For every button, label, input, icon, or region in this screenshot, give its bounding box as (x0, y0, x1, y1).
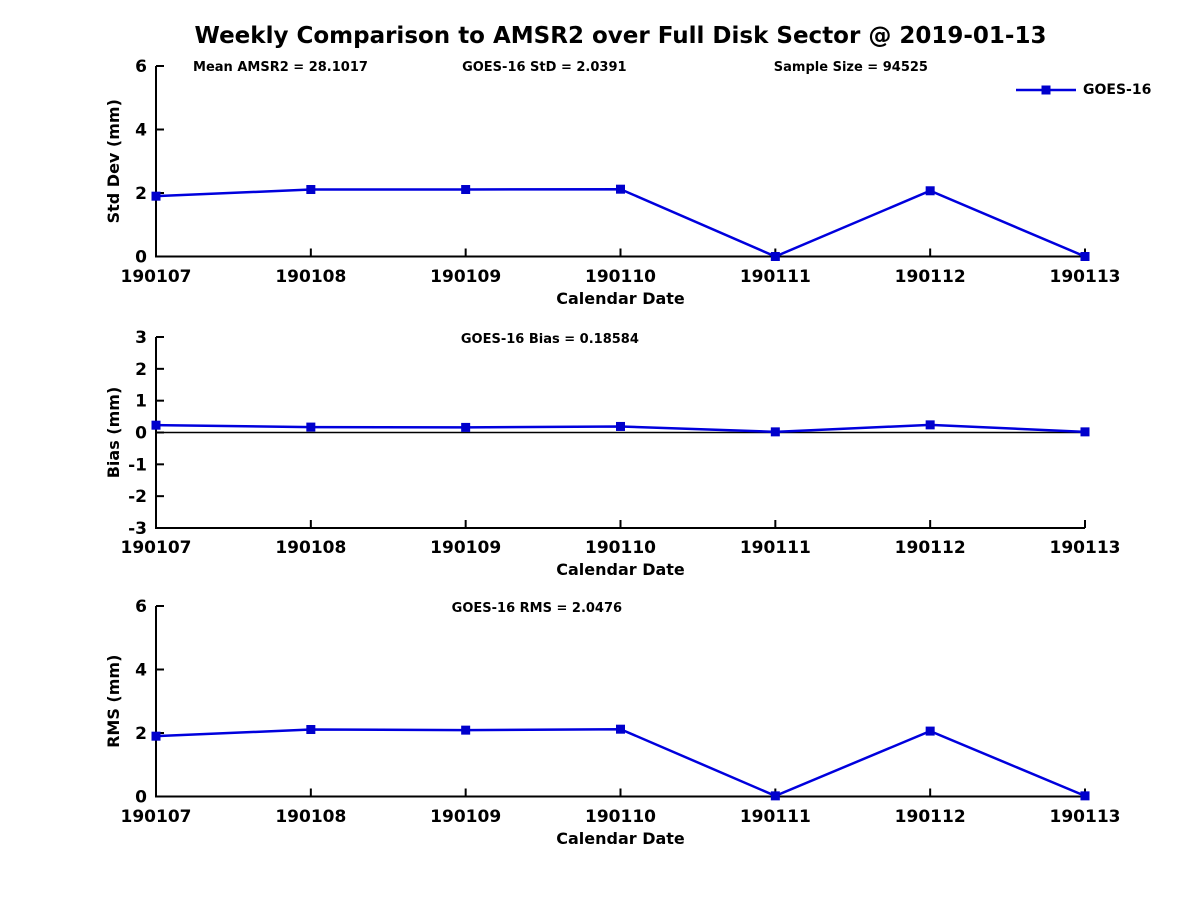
axis-border (155, 606, 1085, 798)
x-tick-label: 190111 (740, 538, 811, 558)
annotation: Sample Size = 94525 (774, 60, 928, 75)
x-tick-label: 190113 (1050, 807, 1121, 827)
y-axis-label: Bias (mm) (104, 387, 123, 479)
x-tick-label: 190108 (275, 538, 346, 558)
x-axis-label: Calendar Date (556, 560, 685, 579)
x-tick-label: 190108 (275, 267, 346, 287)
data-point-marker (306, 422, 316, 432)
x-axis-label: Calendar Date (556, 829, 685, 848)
x-axis-label: Calendar Date (556, 289, 685, 308)
y-tick-label: 6 (135, 597, 147, 617)
x-tick-label: 190107 (121, 807, 192, 827)
data-point-marker (616, 724, 625, 734)
data-point-marker (925, 420, 935, 430)
x-tick-label: 190107 (121, 267, 192, 287)
x-tick-label: 190110 (585, 807, 656, 827)
data-point-marker (770, 427, 780, 437)
y-tick-label: 3 (135, 328, 147, 348)
y-tick-label: 4 (135, 661, 147, 681)
legend-line-marker-icon (1016, 85, 1076, 95)
data-point-marker (616, 184, 625, 194)
legend-label: GOES-16 (1083, 82, 1152, 98)
data-point-marker (151, 731, 161, 741)
y-tick-label: 1 (135, 392, 147, 412)
data-point-marker (616, 421, 625, 431)
annotation: Mean AMSR2 = 28.1017 (193, 60, 368, 75)
x-tick-label: 190110 (585, 267, 656, 287)
data-point-marker (770, 791, 780, 801)
y-tick-label: 6 (135, 57, 147, 77)
y-tick-label: -1 (128, 455, 147, 475)
data-point-marker (461, 422, 471, 432)
y-tick-label: 2 (135, 184, 147, 204)
annotation: GOES-16 Bias = 0.18584 (461, 332, 639, 347)
y-tick-label: -2 (128, 487, 147, 507)
y-tick-label: 0 (135, 788, 147, 808)
y-axis-label: RMS (mm) (104, 655, 123, 748)
x-tick-label: 190109 (430, 807, 501, 827)
annotation: GOES-16 StD = 2.0391 (462, 60, 626, 75)
data-point-marker (151, 420, 161, 430)
data-point-marker (151, 191, 161, 201)
data-point-marker (770, 252, 780, 261)
x-tick-label: 190109 (430, 267, 501, 287)
y-axis-label: Std Dev (mm) (104, 99, 123, 223)
bias-subplot: -3 -2 -1 0 1 2 3 190107 190108 190109 190110 190111… (104, 328, 1120, 579)
axis-border (155, 66, 1085, 258)
data-point-marker (306, 725, 316, 735)
x-tick-label: 190113 (1050, 267, 1121, 287)
x-tick-label: 190111 (740, 267, 811, 287)
y-tick-label: -3 (128, 519, 147, 539)
x-tick-label: 190108 (275, 807, 346, 827)
figure-title: Weekly Comparison to AMSR2 over Full Dis… (194, 23, 1047, 49)
y-tick-label: 4 (135, 121, 147, 141)
data-point-marker (925, 726, 935, 736)
data-point-marker (461, 725, 471, 735)
x-tick-label: 190112 (895, 267, 966, 287)
data-point-marker (1080, 427, 1090, 437)
rms-subplot: 0 2 4 6 190107 190108 190109 190110 190111 190112… (104, 597, 1120, 848)
data-line (155, 727, 1086, 798)
x-tick-label: 190111 (740, 807, 811, 827)
data-line (155, 187, 1086, 258)
data-point-marker (306, 185, 316, 195)
data-point-marker (1080, 252, 1090, 261)
annotation: GOES-16 RMS = 2.0476 (452, 601, 622, 616)
y-tick-label: 2 (135, 724, 147, 744)
x-tick-label: 190112 (895, 807, 966, 827)
data-point-marker (461, 185, 471, 195)
data-point-marker (925, 186, 935, 196)
data-point-marker (1080, 791, 1090, 801)
std-dev-subplot: 0 2 4 6 190107 190108 190109 190110 190111 190112… (104, 57, 1120, 308)
y-tick-label: 0 (135, 424, 147, 444)
x-tick-label: 190107 (121, 538, 192, 558)
legend: GOES-16 (1016, 81, 1151, 99)
x-tick-label: 190112 (895, 538, 966, 558)
y-tick-label: 0 (135, 248, 147, 268)
y-tick-label: 2 (135, 360, 147, 380)
x-tick-label: 190110 (585, 538, 656, 558)
x-tick-label: 190113 (1050, 538, 1121, 558)
x-tick-label: 190109 (430, 538, 501, 558)
